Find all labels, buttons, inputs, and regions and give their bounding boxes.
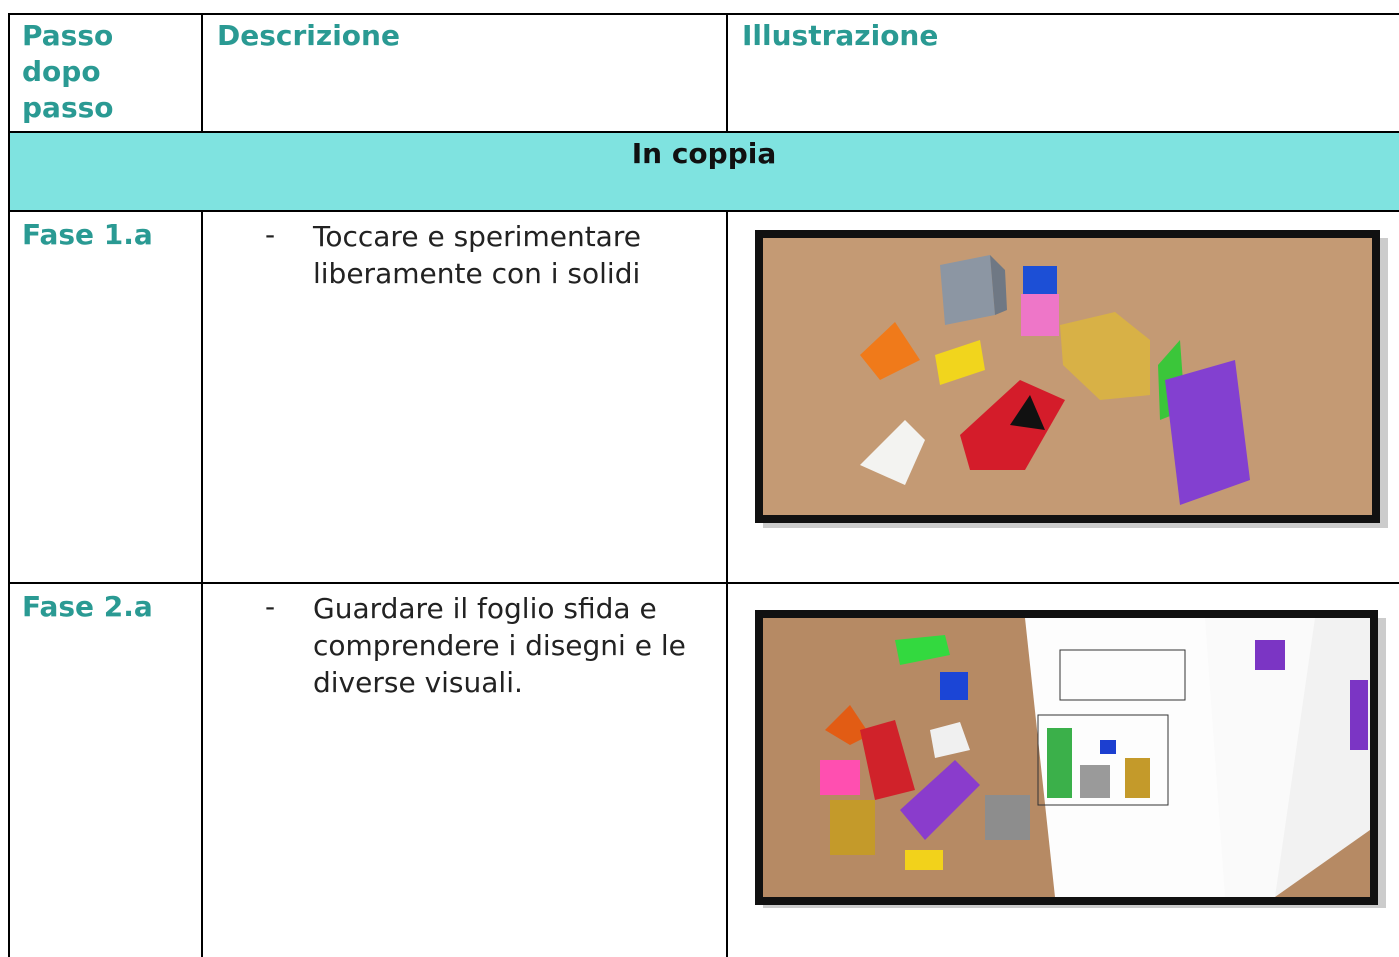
border [201,210,203,957]
border [8,13,10,957]
step-label: Fase 2.a [22,590,153,623]
description: Guardare il foglio sfida e comprendere i… [313,592,686,699]
section-band [9,133,1399,211]
header-illustration: Illustrazione [742,19,939,52]
border [201,13,203,132]
bullet: - [265,218,276,251]
border [8,131,1399,133]
photo-challenge-sheet [755,610,1386,908]
header-step: Passo dopo passo [22,19,114,124]
border [726,210,728,957]
border [8,13,1399,15]
description: Toccare e sperimentare liberamente con i… [313,220,641,290]
section-title: In coppia [631,137,777,170]
photo-solids [755,230,1388,528]
bullet: - [265,590,276,623]
border [726,13,728,132]
border [8,582,1399,584]
header-description: Descrizione [217,19,400,52]
step-label: Fase 1.a [22,218,153,251]
border [8,210,1399,212]
